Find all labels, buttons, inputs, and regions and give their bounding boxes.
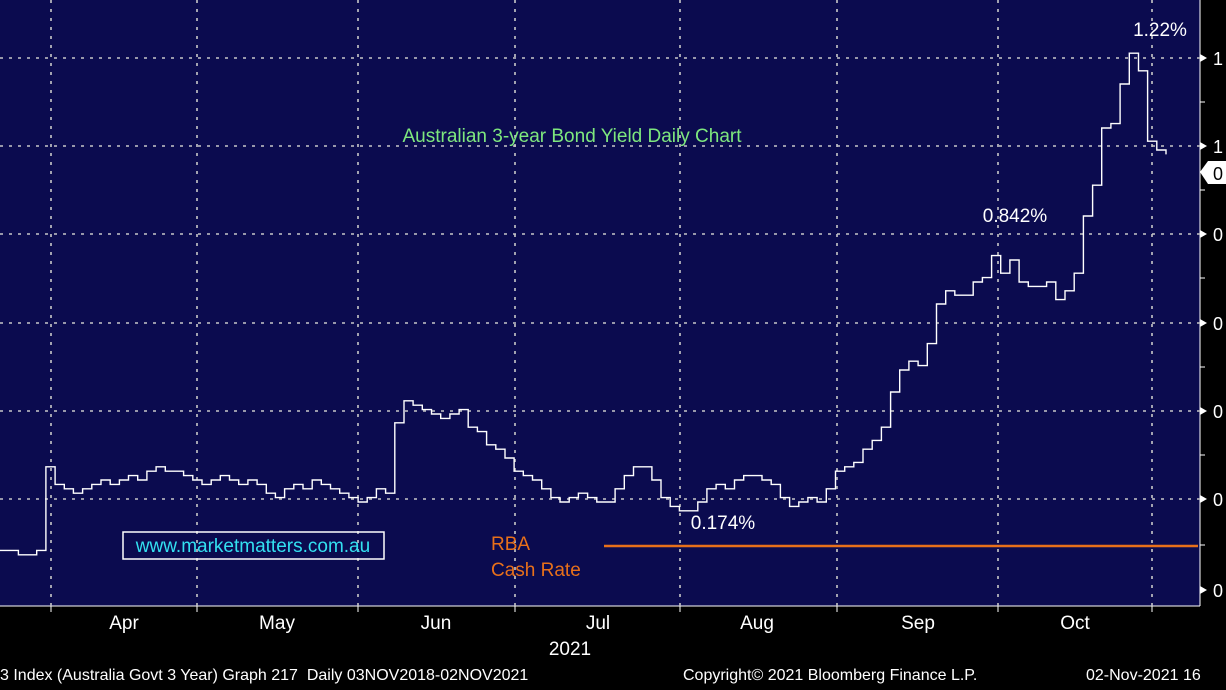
y-tick-marker [1200, 495, 1207, 503]
footer-copyright: Copyright© 2021 Bloomberg Finance L.P. [683, 667, 978, 684]
y-tick-label: 1 [1213, 49, 1223, 69]
x-tick-label: May [259, 613, 295, 634]
y-tick-marker [1200, 230, 1207, 238]
footer-date: 02-Nov-2021 16 [1086, 667, 1201, 684]
watermark-text: www.marketmatters.com.au [135, 536, 370, 557]
footer-text: 3 Index (Australia Govt 3 Year) Graph 21… [0, 667, 529, 684]
x-tick-label: Aug [740, 613, 774, 634]
rba-label-line2: Cash Rate [491, 560, 581, 581]
y-tick-label: 1 [1213, 137, 1223, 157]
x-axis-year-label: 2021 [549, 639, 591, 660]
y-tick-marker [1200, 319, 1207, 327]
y-tick-label: 0 [1213, 402, 1223, 422]
watermark-box [122, 531, 385, 560]
annotation-high: 1.22% [1133, 20, 1187, 41]
annotation-mid: 0.842% [983, 206, 1048, 227]
grid [0, 0, 1200, 606]
x-axis-ticks: Apr May Jun Jul Aug Sep Oct [50, 606, 1153, 634]
y-tick-label: 0 [1213, 490, 1223, 510]
chart-title: Australian 3-year Bond Yield Daily Chart [402, 126, 742, 147]
y-tick-marker [1200, 54, 1207, 62]
y-tick-marker [1200, 407, 1207, 415]
y-tick-label: 0 [1213, 314, 1223, 334]
x-tick-label: Sep [901, 613, 935, 634]
x-axis-panel [0, 606, 1226, 664]
y-axis-panel [1200, 0, 1226, 606]
annotation-low: 0.174% [691, 513, 756, 534]
x-tick-label: Oct [1060, 613, 1090, 634]
x-tick-label: Jun [421, 613, 452, 634]
plot-area [0, 0, 1200, 606]
current-value-marker [1200, 161, 1226, 184]
y-tick-marker [1200, 586, 1207, 594]
yield-series-line [0, 52, 1167, 556]
y-tick-label: 0 [1213, 225, 1223, 245]
rba-label-line1: RBA [491, 534, 530, 555]
y-tick-label: 0 [1213, 581, 1223, 601]
y-axis-ticks: 1 1 0 0 0 0 0 [1200, 49, 1223, 601]
footer-bar: 3 Index (Australia Govt 3 Year) Graph 21… [0, 664, 1226, 690]
x-tick-label: Jul [586, 613, 610, 634]
y-tick-marker [1200, 142, 1207, 150]
current-value-label: 0 [1213, 164, 1223, 184]
x-tick-label: Apr [109, 613, 139, 634]
